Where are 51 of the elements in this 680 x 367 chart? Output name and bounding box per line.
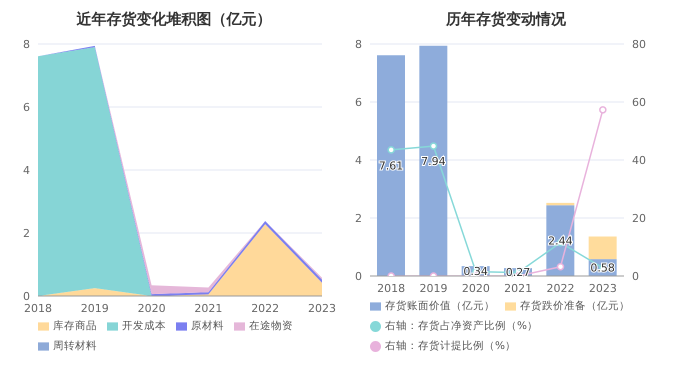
y-tick-label: 4 [355,154,362,167]
x-tick-label: 2022 [251,302,280,315]
point [387,146,395,154]
legend-label: 周转材料 [53,340,97,352]
x-tick-label: 2023 [308,302,336,315]
legend-label: 存货跌价准备（亿元） [520,300,630,312]
legend-label: 开发成本 [122,320,166,332]
legend-label: 存货账面价值（亿元） [385,300,495,312]
data-label: 0.27 [506,266,530,279]
data-label: 0.58 [590,261,615,274]
legend-label: 在途物资 [249,320,293,332]
data-label: 7.61 [378,160,404,173]
bar [377,55,405,276]
y-tick-label: 6 [355,96,362,109]
x-tick-label: 2020 [462,282,490,295]
x-tick-label: 2021 [194,302,222,315]
data-label: 0.34 [463,264,488,278]
y2-tick-label: 40 [632,154,646,167]
chart-title: 近年存货变化堆积图（亿元） [76,9,272,30]
x-tick-label: 2023 [588,282,617,295]
legend-label: 右轴：存货计提比例（%） [385,340,516,352]
x-tick-label: 2021 [504,282,532,295]
data-label: 7.94 [421,154,446,168]
y-tick-label: 2 [355,212,362,225]
y2-tick-label: 0 [632,270,639,283]
y2-tick-label: 80 [632,38,646,51]
y-tick-label: 4 [23,164,30,177]
x-tick-label: 2020 [138,302,166,315]
x-tick-label: 2019 [80,302,109,315]
legend-label: 右轴：存货占净资产比例（%） [385,320,538,332]
point [556,262,564,270]
data-label: 2.44 [548,234,573,248]
legend-label: 库存商品 [53,320,97,332]
x-tick-label: 2018 [377,282,406,295]
y2-tick-label: 60 [632,96,646,109]
legend-label: 原材料 [191,320,224,332]
point [430,142,438,150]
chart-title: 历年存货变动情况 [444,9,567,30]
y-tick-label: 0 [23,290,30,303]
y-tick-label: 0 [355,270,362,283]
bar [588,236,617,260]
x-tick-label: 2022 [546,282,574,295]
y-tick-label: 6 [23,100,30,114]
x-tick-label: 2019 [420,282,448,295]
point [599,106,607,114]
bar [419,46,448,276]
y2-tick-label: 20 [632,212,646,225]
y-tick-label: 2 [23,226,30,240]
y-tick-label: 8 [355,38,362,51]
x-tick-label: 2018 [24,302,52,315]
y-tick-label: 8 [23,38,30,51]
